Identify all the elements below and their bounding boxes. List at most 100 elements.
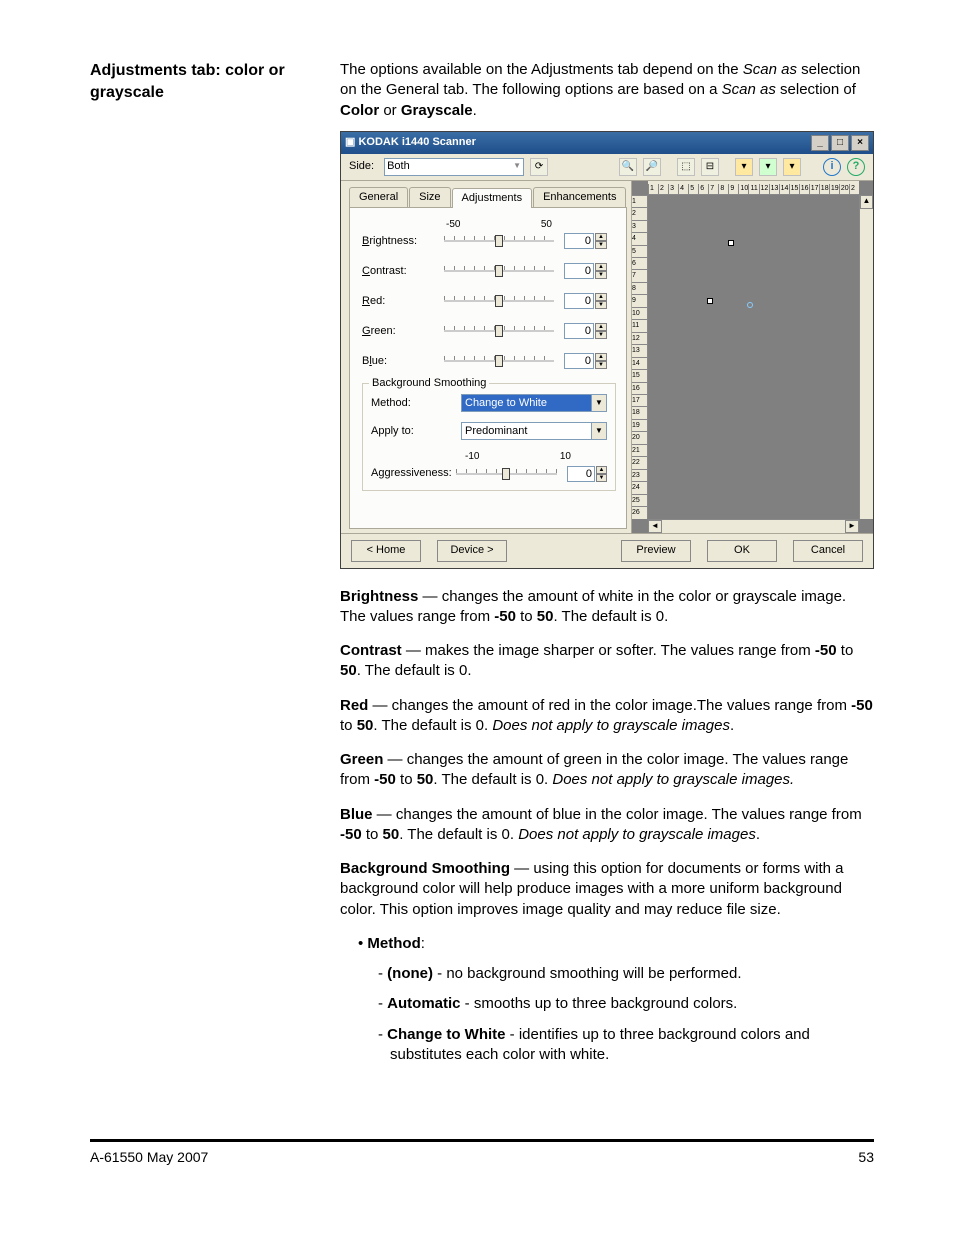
ruler-tick: 26 — [632, 506, 647, 518]
slider[interactable] — [444, 294, 554, 308]
preview-button[interactable]: Preview — [621, 540, 691, 562]
ruler-tick: 1 — [632, 195, 647, 207]
spinner[interactable]: ▲▼ — [596, 466, 607, 482]
slider[interactable] — [444, 264, 554, 278]
home-button[interactable]: < Home — [351, 540, 421, 562]
spinner[interactable]: ▲▼ — [595, 293, 607, 309]
slider-label: Green: — [362, 324, 444, 339]
aggressiveness-slider[interactable] — [456, 467, 557, 481]
side-select[interactable]: Both▼ — [384, 158, 524, 176]
ruler-tick: 8 — [718, 184, 728, 194]
ruler-tick: 3 — [632, 220, 647, 232]
zoom-out-icon[interactable]: 🔎 — [643, 158, 661, 176]
slider-row: Brightness: 0▲▼ — [362, 233, 616, 249]
ruler-horizontal: 12345678910111213141516171819202 — [648, 181, 859, 195]
scanner-dialog: ▣ KODAK i1440 Scanner _ □ × Side: Both▼ … — [340, 131, 874, 569]
tool-icon[interactable]: ⊟ — [701, 158, 719, 176]
spinner[interactable]: ▲▼ — [595, 263, 607, 279]
close-button[interactable]: × — [851, 135, 869, 151]
slider-value[interactable]: 0 — [564, 323, 594, 339]
ruler-tick: 24 — [632, 481, 647, 493]
zoom-in-icon[interactable]: 🔍 — [619, 158, 637, 176]
method-option: Automatic - smooths up to three backgrou… — [378, 994, 874, 1014]
ruler-tick: 4 — [632, 232, 647, 244]
definition-paragraph: Blue — changes the amount of blue in the… — [340, 805, 874, 846]
minimize-button[interactable]: _ — [811, 135, 829, 151]
toolbar: Side: Both▼ ⟳ 🔍 🔎 ⬚ ⊟ ▾ ▾ ▾ i ? — [341, 154, 873, 181]
agg-max: 10 — [560, 450, 571, 464]
ruler-tick: 22 — [632, 456, 647, 468]
slider-row: Red: 0▲▼ — [362, 293, 616, 309]
applyto-label: Apply to: — [371, 424, 461, 439]
slider-label: Red: — [362, 294, 444, 309]
button-bar: < Home Device > Preview OK Cancel — [341, 533, 873, 568]
slider-value[interactable]: 0 — [564, 293, 594, 309]
spinner[interactable]: ▲▼ — [595, 233, 607, 249]
ruler-tick: 7 — [708, 184, 718, 194]
intro-paragraph: The options available on the Adjustments… — [340, 60, 874, 121]
definition-paragraph: Red — changes the amount of red in the c… — [340, 696, 874, 737]
crop-handle[interactable] — [707, 298, 713, 304]
ruler-tick: 10 — [632, 307, 647, 319]
ruler-tick: 4 — [678, 184, 688, 194]
slider-row: Green: 0▲▼ — [362, 323, 616, 339]
spinner[interactable]: ▲▼ — [595, 323, 607, 339]
tool-icon[interactable]: ▾ — [783, 158, 801, 176]
horizontal-scrollbar[interactable]: ◄► — [648, 519, 859, 533]
slider[interactable] — [444, 234, 554, 248]
vertical-scrollbar[interactable]: ▲ — [859, 195, 873, 519]
ruler-tick: 8 — [632, 282, 647, 294]
ruler-tick: 7 — [632, 269, 647, 281]
slider-label: Brightness: — [362, 234, 444, 249]
slider-row: Contrast:0▲▼ — [362, 263, 616, 279]
slider[interactable] — [444, 324, 554, 338]
scale-min: -50 — [446, 218, 460, 232]
page-footer: A-61550 May 2007 53 — [90, 1139, 874, 1167]
slider-row: Blue: 0▲▼ — [362, 353, 616, 369]
refresh-icon[interactable]: ⟳ — [530, 158, 548, 176]
tab-adjustments[interactable]: Adjustments — [452, 188, 533, 208]
spinner[interactable]: ▲▼ — [595, 353, 607, 369]
applyto-dropdown[interactable]: Predominant▼ — [461, 422, 607, 440]
ruler-tick: 10 — [738, 184, 748, 194]
method-label: Method: — [371, 396, 461, 411]
ruler-tick: 6 — [698, 184, 708, 194]
ruler-tick: 5 — [632, 245, 647, 257]
crop-handle[interactable] — [747, 302, 753, 308]
tool-icon[interactable]: ▾ — [735, 158, 753, 176]
ruler-tick: 14 — [779, 184, 789, 194]
ruler-tick: 11 — [632, 319, 647, 331]
scale-max: 50 — [541, 218, 552, 232]
method-dropdown[interactable]: Change to White▼ — [461, 394, 607, 412]
agg-min: -10 — [465, 450, 479, 464]
ok-button[interactable]: OK — [707, 540, 777, 562]
tool-icon[interactable]: ▾ — [759, 158, 777, 176]
preview-pane: 12345678910111213141516171819202 1234567… — [631, 181, 873, 533]
tool-icon[interactable]: ⬚ — [677, 158, 695, 176]
cancel-button[interactable]: Cancel — [793, 540, 863, 562]
ruler-tick: 2 — [849, 184, 859, 194]
definitions: Brightness — changes the amount of white… — [340, 587, 874, 1066]
tab-size[interactable]: Size — [409, 187, 450, 207]
ruler-tick: 18 — [632, 406, 647, 418]
ruler-tick: 5 — [688, 184, 698, 194]
ruler-tick: 20 — [632, 431, 647, 443]
help-icon[interactable]: ? — [847, 158, 865, 176]
ruler-tick: 23 — [632, 469, 647, 481]
slider-value[interactable]: 0 — [564, 353, 594, 369]
aggressiveness-label: Aggressiveness: — [371, 466, 456, 481]
device-button[interactable]: Device > — [437, 540, 507, 562]
aggressiveness-value[interactable]: 0 — [567, 466, 595, 482]
ruler-tick: 3 — [668, 184, 678, 194]
method-option: (none) - no background smoothing will be… — [378, 964, 874, 984]
tab-general[interactable]: General — [349, 187, 408, 207]
sliders: Brightness:0▲▼Contrast:0▲▼Red:0▲▼Green:0… — [362, 233, 616, 369]
maximize-button[interactable]: □ — [831, 135, 849, 151]
slider[interactable] — [444, 354, 554, 368]
info-icon[interactable]: i — [823, 158, 841, 176]
slider-label: Blue: — [362, 354, 444, 369]
crop-handle[interactable] — [728, 240, 734, 246]
slider-value[interactable]: 0 — [564, 233, 594, 249]
tab-enhancements[interactable]: Enhancements — [533, 187, 626, 207]
slider-value[interactable]: 0 — [564, 263, 594, 279]
